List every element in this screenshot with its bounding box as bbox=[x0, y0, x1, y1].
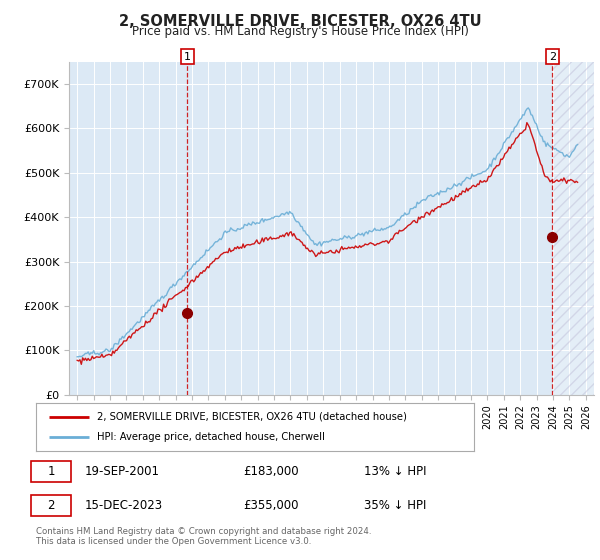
Text: £183,000: £183,000 bbox=[244, 465, 299, 478]
Text: Contains HM Land Registry data © Crown copyright and database right 2024.
This d: Contains HM Land Registry data © Crown c… bbox=[36, 526, 371, 546]
Text: HPI: Average price, detached house, Cherwell: HPI: Average price, detached house, Cher… bbox=[97, 432, 325, 442]
Bar bbox=[553, 62, 594, 395]
FancyBboxPatch shape bbox=[31, 461, 71, 482]
Text: 1: 1 bbox=[184, 52, 191, 62]
Text: £355,000: £355,000 bbox=[244, 499, 299, 512]
Text: 1: 1 bbox=[47, 465, 55, 478]
Text: 35% ↓ HPI: 35% ↓ HPI bbox=[364, 499, 426, 512]
Text: 15-DEC-2023: 15-DEC-2023 bbox=[85, 499, 163, 512]
Text: 19-SEP-2001: 19-SEP-2001 bbox=[85, 465, 160, 478]
Text: Price paid vs. HM Land Registry's House Price Index (HPI): Price paid vs. HM Land Registry's House … bbox=[131, 25, 469, 38]
Text: 2, SOMERVILLE DRIVE, BICESTER, OX26 4TU (detached house): 2, SOMERVILLE DRIVE, BICESTER, OX26 4TU … bbox=[97, 412, 407, 422]
Text: 13% ↓ HPI: 13% ↓ HPI bbox=[364, 465, 426, 478]
Text: 2, SOMERVILLE DRIVE, BICESTER, OX26 4TU: 2, SOMERVILLE DRIVE, BICESTER, OX26 4TU bbox=[119, 14, 481, 29]
Text: 2: 2 bbox=[47, 499, 55, 512]
Text: 2: 2 bbox=[549, 52, 556, 62]
FancyBboxPatch shape bbox=[31, 495, 71, 516]
Bar bbox=[553, 62, 594, 395]
